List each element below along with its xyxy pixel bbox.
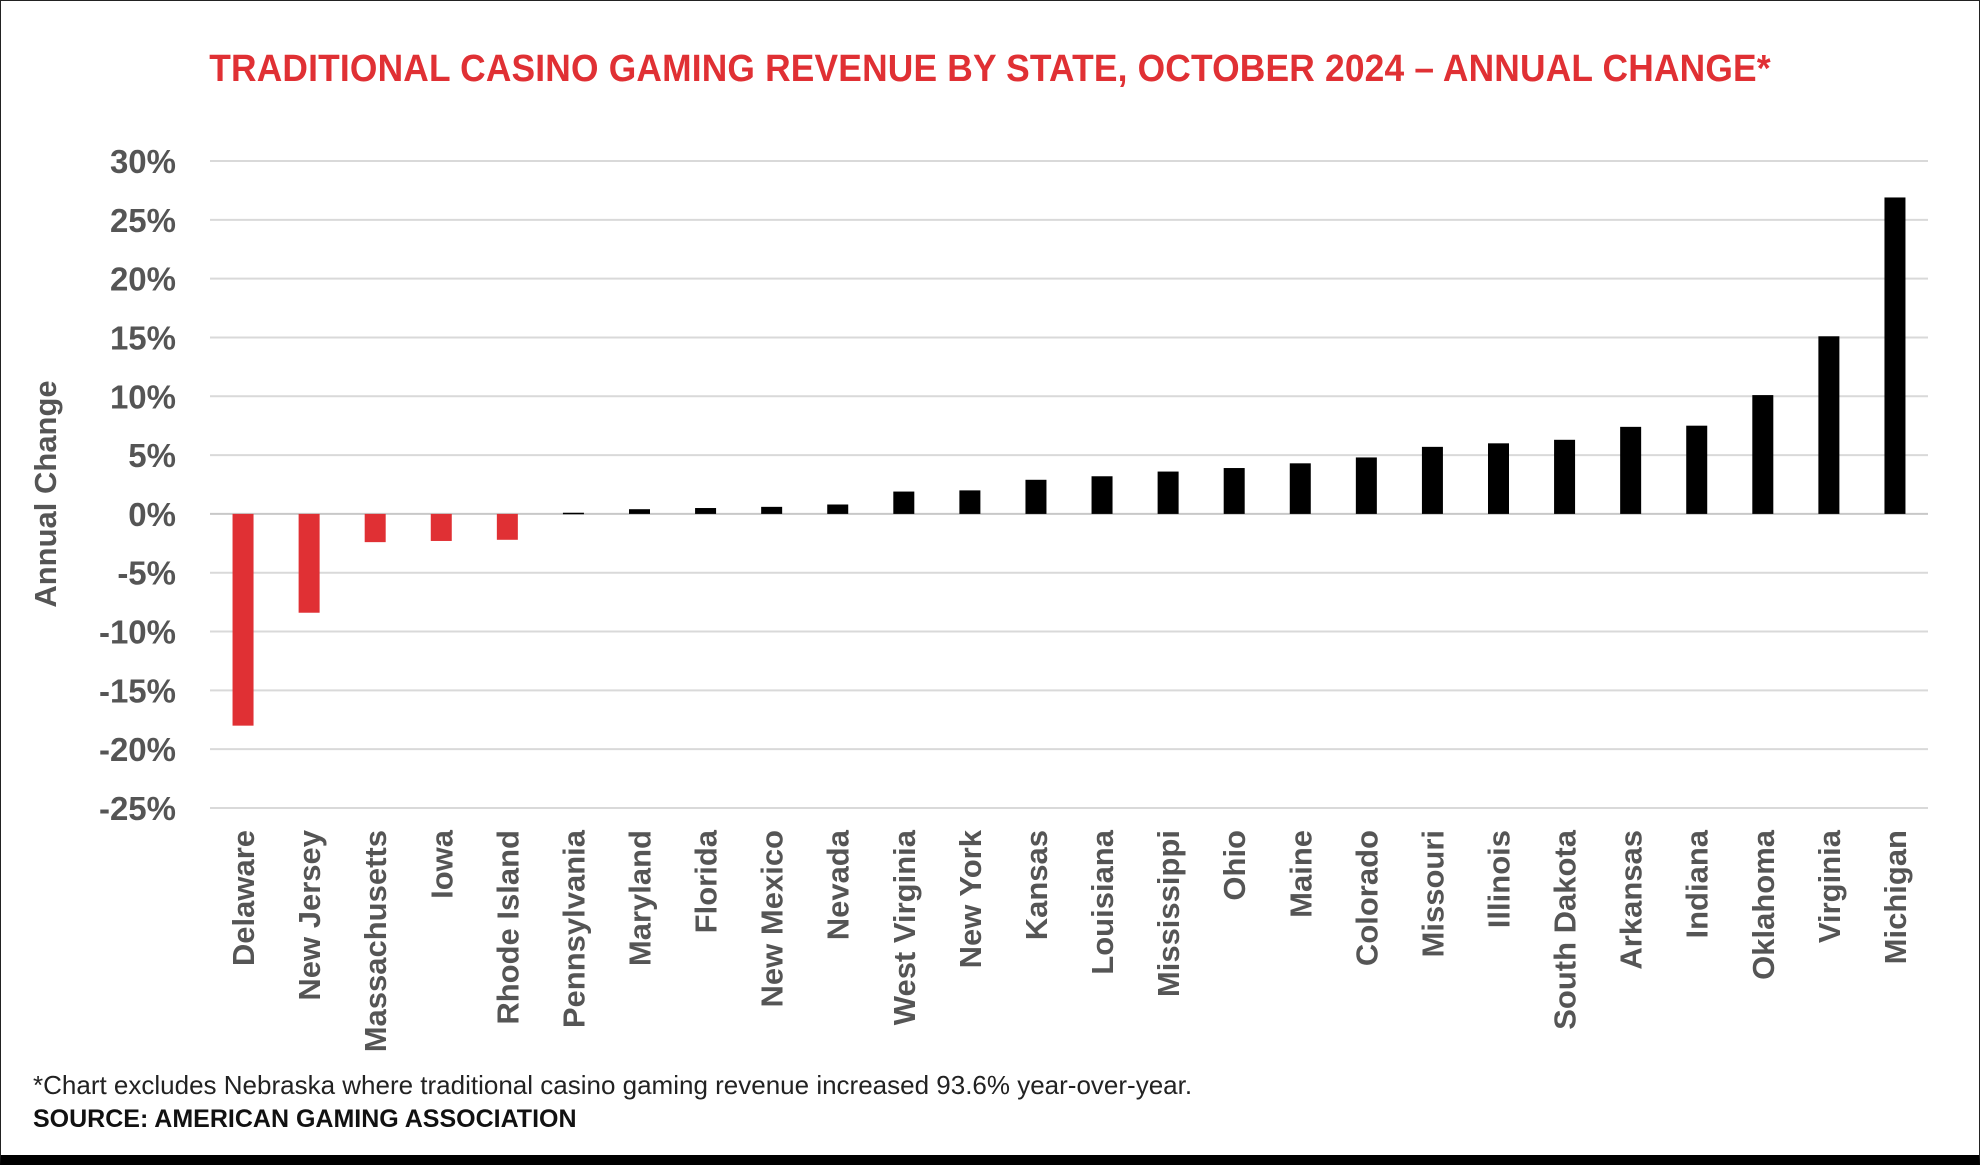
bar-missouri: [1421, 446, 1443, 514]
x-category-label: Rhode Island: [490, 830, 525, 1025]
x-category-label: Florida: [689, 829, 724, 933]
x-category-label: Kansas: [1019, 830, 1054, 940]
x-category-label: Arkansas: [1614, 830, 1649, 970]
bar-iowa: [430, 513, 452, 541]
x-category-label: Oklahoma: [1746, 829, 1781, 980]
bar-illinois: [1488, 443, 1509, 514]
bar-florida: [695, 508, 717, 514]
bar-new-mexico: [761, 506, 783, 514]
y-tick-label: 10%: [110, 378, 176, 415]
bar-virginia: [1818, 336, 1840, 514]
bars: [232, 197, 1906, 726]
bar-oklahoma: [1752, 395, 1774, 514]
x-category-label: New Mexico: [755, 830, 790, 1007]
y-tick-label: 25%: [110, 202, 176, 239]
x-category-label: Nevada: [821, 829, 856, 940]
bar-massachusetts: [364, 513, 386, 543]
x-category-label: Indiana: [1680, 829, 1715, 938]
x-category-label: Missouri: [1415, 830, 1450, 957]
x-category-label: Illinois: [1482, 830, 1517, 928]
x-category-label: South Dakota: [1548, 829, 1583, 1030]
y-tick-label: 0%: [128, 496, 176, 533]
y-tick-label: 5%: [128, 437, 176, 474]
x-axis-categories: Delaware New Jersey Massachusetts Iowa Rhode…: [226, 829, 1913, 1052]
x-category-label: Ohio: [1217, 830, 1252, 901]
y-tick-label: -15%: [99, 672, 176, 709]
bar-mississippi: [1157, 471, 1179, 514]
y-axis-label: Annual Change: [28, 380, 63, 607]
x-category-label: Massachusetts: [358, 830, 393, 1052]
x-category-label: Michigan: [1878, 830, 1913, 964]
bar-arkansas: [1620, 426, 1642, 514]
y-axis-ticks: 30% 25% 20% 15% 10% 5% 0% -5% -10% -15% -20% -25%: [99, 143, 176, 827]
bar-colorado: [1355, 457, 1377, 514]
x-category-label: Delaware: [226, 830, 261, 966]
x-category-label: Pennsylvania: [556, 829, 591, 1028]
source-credit: SOURCE: AMERICAN GAMING ASSOCIATION: [33, 1105, 577, 1133]
gridlines: [210, 160, 1928, 809]
bar-west-virginia: [893, 491, 915, 514]
bar-ohio: [1223, 468, 1245, 514]
x-category-label: Mississippi: [1151, 830, 1186, 997]
y-tick-label: -25%: [99, 790, 176, 827]
bar-new-york: [959, 490, 981, 514]
bar-maryland: [629, 509, 650, 514]
bar-delaware: [232, 513, 254, 726]
y-tick-label: -10%: [99, 614, 176, 651]
x-category-label: New Jersey: [292, 829, 327, 1000]
chart-title: TRADITIONAL CASINO GAMING REVENUE BY STA…: [209, 48, 1771, 90]
y-tick-label: 15%: [110, 319, 176, 356]
bar-rhode-island: [496, 513, 518, 540]
bar-indiana: [1686, 425, 1708, 514]
bar-michigan: [1884, 197, 1906, 514]
bar-new-jersey: [298, 513, 320, 613]
bar-kansas: [1025, 479, 1047, 514]
footnote: *Chart excludes Nebraska where tradition…: [33, 1070, 1193, 1100]
x-category-label: West Virginia: [887, 829, 922, 1025]
x-category-label: Colorado: [1349, 830, 1384, 966]
bar-maine: [1289, 463, 1311, 514]
x-category-label: Maryland: [623, 830, 658, 966]
x-category-label: New York: [953, 829, 988, 968]
bar-nevada: [827, 504, 849, 514]
y-tick-label: -5%: [117, 555, 176, 592]
y-tick-label: 30%: [110, 143, 176, 180]
bar-south-dakota: [1554, 439, 1576, 514]
x-category-label: Virginia: [1812, 829, 1847, 943]
bar-louisiana: [1091, 476, 1113, 514]
x-category-label: Louisiana: [1085, 829, 1120, 974]
x-category-label: Maine: [1283, 830, 1318, 918]
y-tick-label: -20%: [99, 731, 176, 768]
y-tick-label: 20%: [110, 261, 176, 298]
x-category-label: Iowa: [424, 829, 459, 899]
bar-pennsylvania: [562, 512, 584, 515]
